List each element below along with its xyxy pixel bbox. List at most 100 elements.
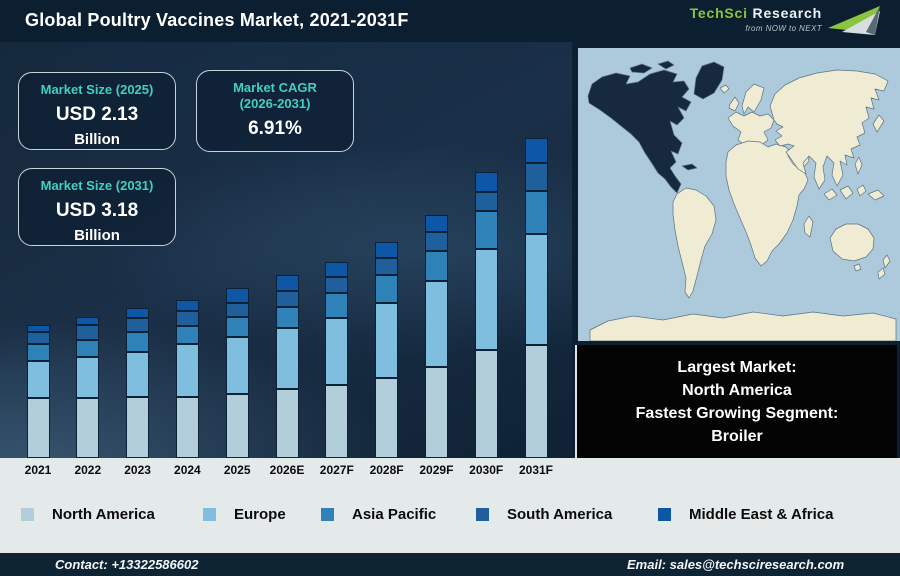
kpi-value: 6.91% [248, 118, 302, 139]
kpi-unit: Billion [74, 131, 120, 148]
map-europe-scandinavia [741, 83, 765, 115]
bar-segment-europe [225, 337, 249, 394]
bar-segment-north-america [225, 394, 249, 458]
bar-segment-europe [26, 361, 50, 398]
axis-label-2021: 2021 [24, 463, 52, 477]
kpi-label: Market Size (2025) [40, 82, 154, 97]
legend-swatch-south-america [476, 507, 489, 521]
bar-segment-middle-east-africa [126, 308, 150, 318]
map-new-zealand-north [882, 254, 891, 269]
bar-2026e [275, 275, 299, 458]
bar-segment-asia-pacific [225, 317, 249, 337]
bar-segment-europe [76, 357, 100, 398]
bar-segment-asia-pacific [325, 293, 349, 318]
legend-label-europe: Europe [234, 505, 286, 523]
kpi-label: Market Size (2031) [40, 178, 154, 193]
bar-segment-north-america [275, 389, 299, 458]
map-madagascar [803, 215, 814, 238]
bar-2023 [126, 308, 150, 458]
bar-segment-north-america [175, 397, 199, 458]
axis-label-2025: 2025 [223, 463, 251, 477]
legend-item-asia-pacific: Asia Pacific [321, 504, 436, 524]
kpi-label-2: (2026-2031) [239, 96, 311, 111]
legend-label-south-america: South America [507, 505, 613, 523]
bar-segment-asia-pacific [524, 191, 548, 234]
world-map [578, 48, 900, 342]
bar-segment-north-america [325, 385, 349, 458]
axis-label-2026e: 2026E [269, 463, 305, 477]
bar-segment-middle-east-africa [474, 172, 498, 192]
axis-label-2022: 2022 [74, 463, 102, 477]
map-iceland [719, 84, 730, 94]
bar-segment-asia-pacific [175, 326, 199, 344]
bar-segment-europe [325, 318, 349, 385]
kpi-box-market-size-2025: Market Size (2025) USD 2.13 Billion [18, 72, 176, 150]
kpi-unit: Billion [74, 227, 120, 244]
bar-segment-europe [275, 328, 299, 389]
axis-label-2031f: 2031F [518, 463, 554, 477]
map-panel: Largest Market: North America Fastest Gr… [572, 42, 900, 458]
callout-largest-market-label: Largest Market: [677, 359, 797, 376]
bar-segment-middle-east-africa [225, 288, 249, 303]
world-map-svg [578, 48, 900, 342]
bar-segment-europe [524, 234, 548, 345]
bar-segment-middle-east-africa [175, 300, 199, 311]
stacked-bar-chart [0, 42, 572, 458]
bar-segment-middle-east-africa [26, 325, 50, 332]
bar-segment-middle-east-africa [325, 262, 349, 277]
bar-segment-south-america [524, 163, 548, 191]
legend-label-asia-pacific: Asia Pacific [352, 505, 437, 523]
bar-2022 [76, 317, 100, 458]
axis-legend-strip: 2021 2022 2023 2024 2025 2026E 2027F 2028F 2029F… [0, 458, 900, 553]
bar-segment-south-america [175, 311, 199, 326]
bar-segment-middle-east-africa [424, 215, 448, 232]
axis-label-2024: 2024 [174, 463, 201, 477]
bar-segment-asia-pacific [76, 340, 100, 357]
bar-segment-europe [126, 352, 150, 397]
bar-segment-north-america [76, 398, 100, 458]
bar-segment-middle-east-africa [524, 138, 548, 163]
bar-segment-south-america [375, 258, 399, 275]
axis-label-2027f: 2027F [319, 463, 354, 477]
bar-segment-north-america [524, 345, 548, 458]
map-united-kingdom [728, 96, 740, 112]
bar-segment-south-america [26, 332, 50, 344]
logo-text: TechSci Research from NOW to NEXT [689, 5, 822, 35]
bar-segment-middle-east-africa [76, 317, 100, 325]
bar-segment-europe [474, 249, 498, 350]
footer-email: Email: sales@techsciresearch.com [627, 557, 845, 572]
map-philippines [854, 156, 863, 175]
bar-segment-south-america [76, 325, 100, 340]
map-australia [829, 223, 875, 262]
footer-contact: Contact: +13322586602 [55, 557, 199, 572]
bar-segment-asia-pacific [424, 251, 448, 281]
bar-2029f [424, 215, 448, 458]
map-south-america [672, 187, 717, 299]
footer-bar: Contact: +13322586602 Email: sales@techs… [0, 553, 900, 576]
bar-segment-north-america [474, 350, 498, 458]
callout-fastest-segment-value: Broiler [711, 428, 763, 445]
logo-tagline: from NOW to NEXT [745, 24, 822, 33]
map-sulawesi [856, 184, 867, 197]
kpi-value: USD 3.18 [55, 200, 139, 221]
callout-fastest-segment-label: Fastest Growing Segment: [635, 405, 839, 422]
bar-segment-europe [375, 303, 399, 378]
bar-segment-asia-pacific [474, 211, 498, 249]
bar-2021 [26, 325, 50, 458]
map-sumatra [823, 188, 838, 201]
techsci-logo: TechSci Research from NOW to NEXT [690, 3, 890, 39]
legend-swatch-asia-pacific [321, 507, 334, 521]
bar-segment-asia-pacific [375, 275, 399, 303]
bar-2024 [175, 300, 199, 458]
axis-label-2028f: 2028F [369, 463, 404, 477]
map-arctic-islands-1 [629, 63, 653, 74]
bar-segment-asia-pacific [275, 307, 299, 328]
kpi-label: Market CAGR [233, 80, 317, 95]
logo-brand-primary: TechSci [689, 5, 748, 21]
map-new-guinea [867, 189, 885, 201]
map-europe [727, 111, 775, 146]
map-cuba-highlight [681, 163, 698, 171]
bar-segment-south-america [126, 318, 150, 332]
page-title: Global Poultry Vaccines Market, 2021-203… [25, 10, 409, 30]
